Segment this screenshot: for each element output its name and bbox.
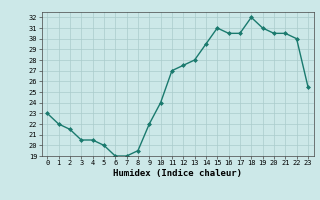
- X-axis label: Humidex (Indice chaleur): Humidex (Indice chaleur): [113, 169, 242, 178]
